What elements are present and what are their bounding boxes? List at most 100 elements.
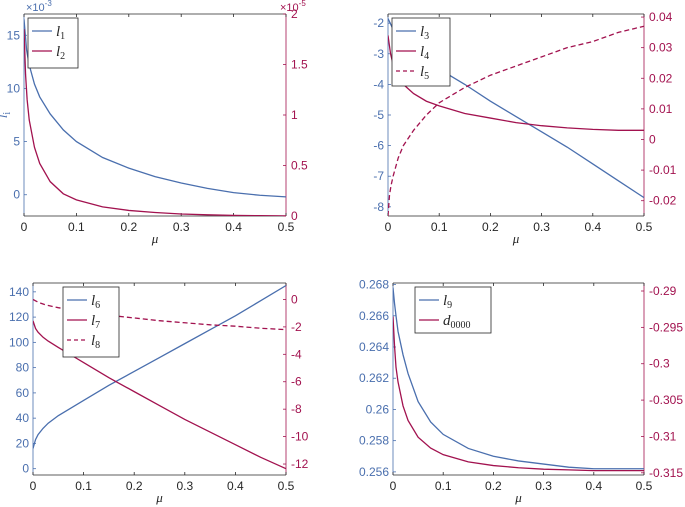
y-axis-label-main: l [0,114,10,118]
x-tick-label: 0.5 [278,479,295,493]
legend-entry-sub: 4 [424,51,429,62]
x-tick-label: 0.1 [435,479,452,493]
right-tick-label: -0.315 [649,466,683,480]
right-tick-label: -6 [291,375,302,389]
legend-box [27,17,79,69]
x-tick-label: 0.4 [584,220,601,234]
x-tick-label: 0 [21,220,28,234]
legend-entry-name: l [443,293,447,309]
right-tick-label: 0.01 [649,102,673,116]
left-tick-label: -4 [373,77,384,91]
right-tick-label: -0.29 [649,284,677,298]
left-tick-label: -6 [373,139,384,153]
right-tick-label: 1.5 [291,58,308,72]
x-tick-label: 0.1 [431,220,448,234]
left-tick-label: 10 [7,81,21,95]
left-tick-label: 0.262 [359,371,389,385]
right-tick-label: -0.02 [649,194,677,208]
legend-entry: l5 [420,64,429,82]
legend-entry: l9 [443,293,452,311]
right-tick-label: -8 [291,402,302,416]
left-tick-label: 15 [7,28,21,42]
legend-entry-sub: 6 [95,300,100,311]
right-exponent-base: ×10 [280,2,299,14]
right-tick-label: 0 [291,209,298,223]
x-axis-label: μ [151,231,159,246]
left-tick-label: 140 [9,285,29,299]
legend-entry: l3 [420,24,429,42]
series-line-d0000 [393,316,644,472]
legend-entry: l1 [56,24,65,42]
left-tick-label: 0.256 [359,465,389,479]
x-tick-label: 0.1 [68,220,85,234]
legend-entry-name: l [91,313,95,329]
left-tick-label: 20 [16,436,30,450]
legend-entry-sub: 3 [424,31,429,42]
series-line-l8 [33,298,286,331]
left-tick-label: 0.266 [359,309,389,323]
x-tick-label: 0.2 [120,220,137,234]
series-line-l1 [24,19,286,198]
y-axis-label-sub: i [2,112,13,115]
left-tick-label: 40 [16,411,30,425]
legend-entry-name: l [420,64,424,80]
right-tick-label: 0 [649,132,656,146]
left-tick-label: -8 [373,200,384,214]
x-tick-label: 0.3 [176,479,193,493]
right-tick-label: 0.04 [649,10,673,24]
panel-bottom-right: 0 0.1 0.2 0.3 0.4 0.5 μ 0.268 0.266 0.264 0.262 0.2… [359,278,683,505]
panel-bottom-left: 0 0.1 0.2 0.3 0.4 0.5 μ 0 20 40 60 80 100 120 140 0 -2 -4… [9,282,309,505]
legend-entry: l4 [420,44,429,62]
left-tick-label: 100 [9,335,29,349]
left-tick-label: 0.268 [359,278,389,292]
x-axis-label: μ [512,231,520,246]
right-tick-label: 0.02 [649,71,673,85]
right-axis-exponent: ×10-5 [280,0,306,14]
right-tick-label: -12 [291,457,309,471]
x-tick-label: 0.5 [636,220,653,234]
x-tick-label: 0.4 [585,479,602,493]
left-tick-label: 5 [13,135,20,149]
legend-entry-name: l [91,333,95,349]
left-tick-label: 0 [13,188,20,202]
left-tick-label: 120 [9,310,29,324]
right-tick-label: -0.3 [649,357,670,371]
x-tick-label: 0.1 [75,479,92,493]
x-axis-label: μ [155,490,163,505]
right-tick-label: -0.01 [649,163,677,177]
x-tick-label: 0.2 [482,220,499,234]
legend-entry: l8 [91,333,100,351]
legend-entry-name: l [56,44,60,60]
legend-entry: d0000 [443,313,471,331]
left-tick-label: 0.264 [359,340,389,354]
panel-top-right: 0 0.1 0.2 0.3 0.4 0.5 μ -2 -3 -4 -5 -6 -7 -8 0.04 0.03 0… [373,10,676,246]
x-tick-label: 0 [385,220,392,234]
left-exponent-base: ×10 [26,2,45,14]
legend-box [391,17,451,87]
legend-entry-sub: 7 [95,320,100,331]
legend-box [414,286,492,334]
legend-entry: l7 [91,313,100,331]
legend-entry: l2 [56,44,65,62]
left-tick-label: -7 [373,169,384,183]
right-tick-label: -0.295 [649,320,683,334]
left-tick-label: 80 [16,361,30,375]
x-tick-label: 0.2 [126,479,143,493]
x-tick-label: 0.4 [225,220,242,234]
left-tick-label: 0.26 [366,402,390,416]
left-axis-exponent: ×10-3 [26,0,52,14]
left-tick-label: 0.258 [359,434,389,448]
right-tick-label: -4 [291,347,302,361]
right-tick-label: 0.5 [291,159,308,173]
right-tick-label: 0.03 [649,41,673,55]
left-tick-label: -2 [373,16,384,30]
y-axis-label: li [0,112,13,119]
series-line-l6 [33,284,286,449]
x-tick-label: 0.4 [227,479,244,493]
x-tick-label: 0.3 [533,220,550,234]
legend-entry-sub: 1 [60,31,65,42]
series-line-l9 [393,287,644,470]
left-tick-label: -3 [373,47,384,61]
